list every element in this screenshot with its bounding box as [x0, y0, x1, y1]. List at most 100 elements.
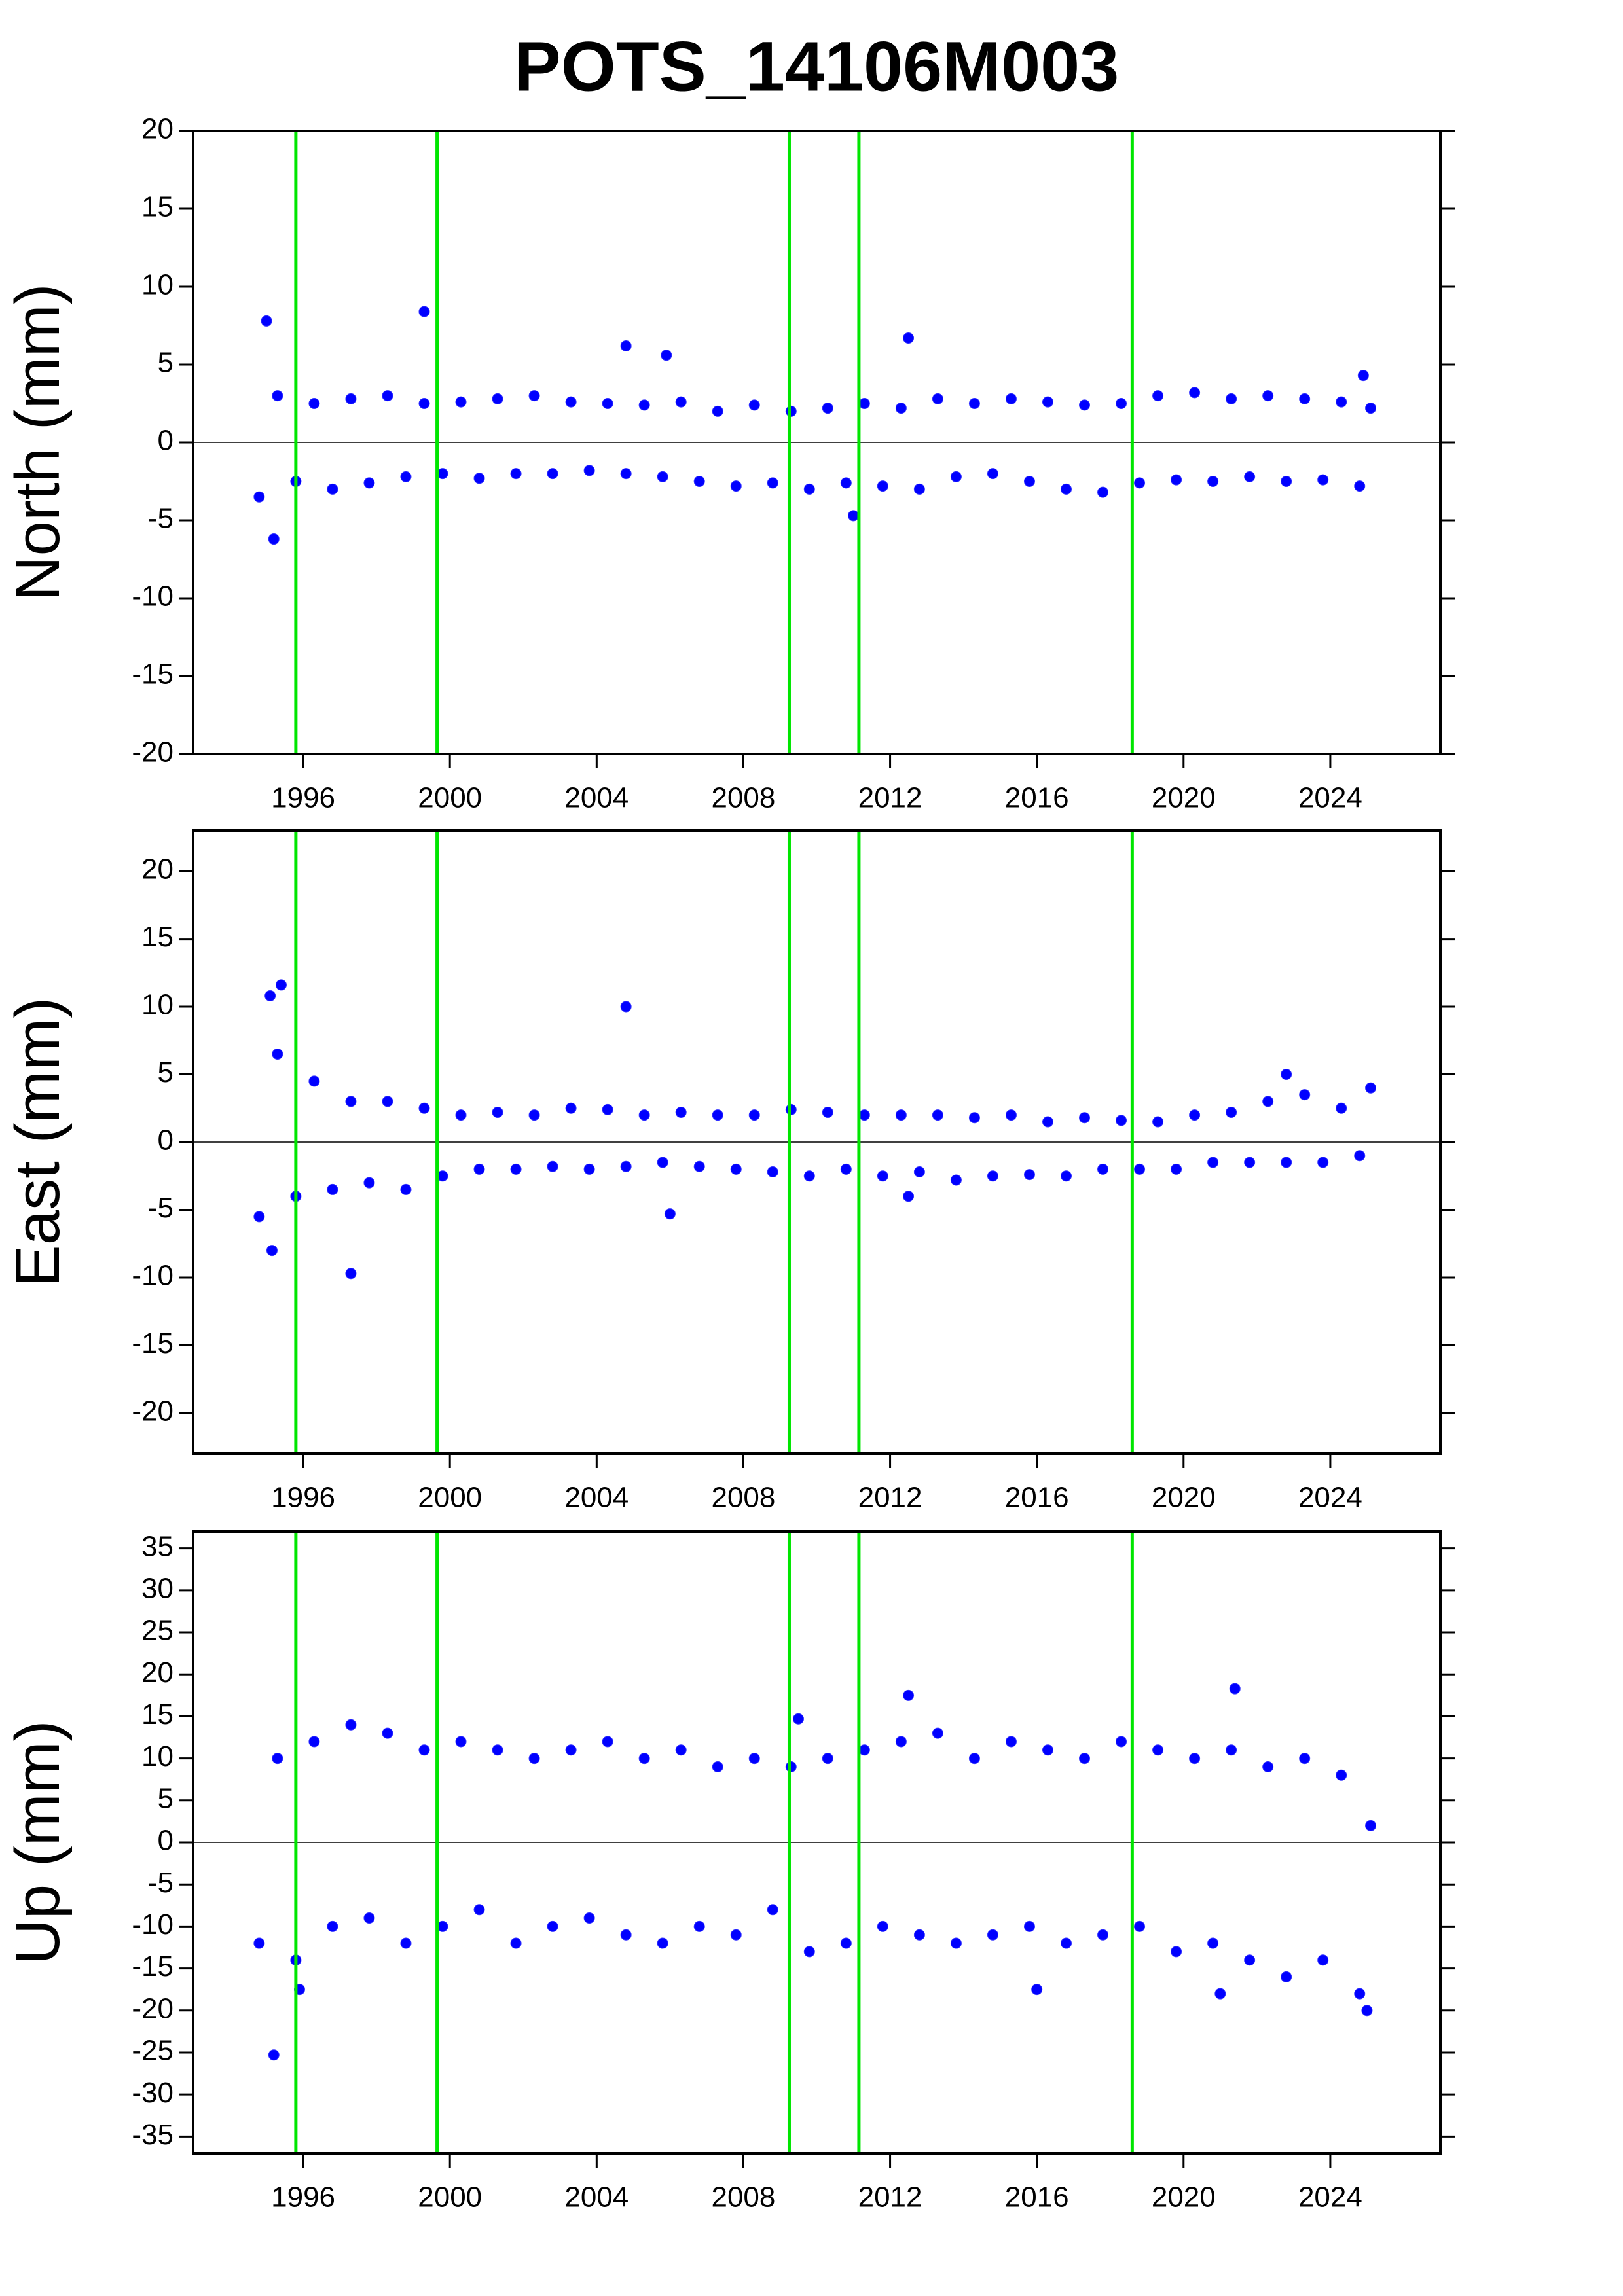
- data-point: [840, 1937, 852, 1949]
- data-point: [822, 1753, 833, 1765]
- data-point: [565, 1744, 577, 1756]
- data-point: [547, 468, 558, 480]
- data-point: [675, 396, 687, 408]
- data-point: [382, 390, 393, 402]
- data-point: [1299, 1089, 1311, 1101]
- y-tick-label: 25: [141, 1615, 173, 1647]
- data-point: [767, 1904, 778, 1916]
- data-point: [858, 1109, 870, 1121]
- data-point: [1354, 1988, 1366, 2000]
- data-point: [1116, 398, 1127, 409]
- x-tick-label: 2024: [1298, 2181, 1362, 2214]
- y-tick-label: 20: [141, 853, 173, 886]
- x-tick-label: 2012: [858, 2181, 922, 2214]
- x-tick-label: 1996: [271, 2181, 335, 2214]
- data-point: [950, 1174, 962, 1186]
- data-point: [657, 471, 668, 482]
- x-tick-label: 2016: [1005, 782, 1069, 814]
- data-point: [1042, 1744, 1053, 1756]
- y-tick-label: -5: [148, 1867, 173, 1899]
- data-point: [877, 1170, 888, 1182]
- data-point: [437, 468, 448, 480]
- data-point: [565, 396, 577, 408]
- x-tick-label: 2004: [564, 1482, 629, 1514]
- data-point: [418, 1102, 430, 1114]
- y-tick-label: 10: [141, 1740, 173, 1772]
- data-point: [1023, 1920, 1035, 1932]
- y-axis-label: East (mm): [3, 997, 73, 1287]
- y-tick-label: -20: [132, 1395, 173, 1427]
- data-point: [327, 1183, 338, 1195]
- data-point: [693, 1160, 705, 1172]
- data-point: [345, 393, 357, 404]
- data-point: [1317, 474, 1329, 486]
- y-tick-label: -20: [132, 736, 173, 768]
- data-point: [264, 990, 276, 1001]
- data-point: [661, 350, 672, 361]
- data-point: [382, 1096, 393, 1107]
- panel: -20 -15 -10 -5 0 5 10 15 20 1996 2000 2004 2008 2012 2…: [3, 829, 1455, 1514]
- data-point: [473, 473, 485, 484]
- data-point: [1171, 1163, 1182, 1175]
- data-point: [638, 1753, 650, 1765]
- data-point: [1152, 1116, 1164, 1128]
- y-axis-label: Up (mm): [3, 1720, 73, 1964]
- data-point: [1357, 370, 1369, 382]
- x-tick-label: 2000: [418, 1482, 482, 1514]
- data-point: [987, 1929, 998, 1941]
- data-point: [1042, 1116, 1053, 1128]
- data-point: [272, 1048, 283, 1060]
- data-point: [363, 1912, 375, 1924]
- data-point: [913, 1166, 925, 1178]
- data-point: [895, 1736, 907, 1748]
- x-tick-label: 2016: [1005, 1482, 1069, 1514]
- data-point: [1317, 1157, 1329, 1168]
- x-tick-label: 2016: [1005, 2181, 1069, 2214]
- data-point: [620, 468, 632, 480]
- data-point: [528, 1753, 540, 1765]
- data-point: [1116, 1736, 1127, 1748]
- data-point: [455, 1109, 467, 1121]
- data-point: [1207, 1157, 1219, 1168]
- y-tick-label: -25: [132, 2035, 173, 2067]
- data-point: [418, 306, 430, 317]
- data-point: [1281, 1157, 1292, 1168]
- y-tick-label: 20: [141, 1657, 173, 1689]
- data-point: [932, 1727, 943, 1739]
- data-point: [913, 483, 925, 495]
- x-tick-label: 2008: [711, 782, 775, 814]
- data-point: [1061, 1170, 1072, 1182]
- data-point: [1097, 1929, 1109, 1941]
- data-point: [602, 398, 613, 409]
- data-point: [327, 1920, 338, 1932]
- data-point: [913, 1929, 925, 1941]
- data-point: [1134, 1163, 1146, 1175]
- data-point: [620, 1001, 632, 1013]
- y-tick-label: 0: [158, 1825, 173, 1857]
- y-tick-label: 15: [141, 191, 173, 223]
- x-tick-label: 2004: [564, 2181, 629, 2214]
- data-point: [275, 979, 287, 991]
- data-point: [308, 1075, 320, 1087]
- data-point: [1134, 477, 1146, 489]
- data-point: [748, 1753, 760, 1765]
- data-point: [583, 465, 595, 476]
- y-tick-label: 15: [141, 921, 173, 953]
- y-tick-label: 10: [141, 989, 173, 1021]
- data-point: [510, 1163, 522, 1175]
- data-point: [785, 405, 797, 417]
- data-point: [675, 1744, 687, 1756]
- data-point: [730, 1929, 742, 1941]
- data-point: [950, 471, 962, 482]
- x-tick-label: 1996: [271, 782, 335, 814]
- data-point: [968, 398, 980, 409]
- data-point: [253, 1937, 265, 1949]
- data-point: [1281, 476, 1292, 487]
- data-point: [932, 1109, 943, 1121]
- y-tick-label: -5: [148, 1192, 173, 1224]
- x-tick-label: 2012: [858, 782, 922, 814]
- data-point: [767, 477, 778, 489]
- data-point: [1262, 1096, 1274, 1107]
- data-point: [602, 1736, 613, 1748]
- data-point: [1299, 393, 1311, 404]
